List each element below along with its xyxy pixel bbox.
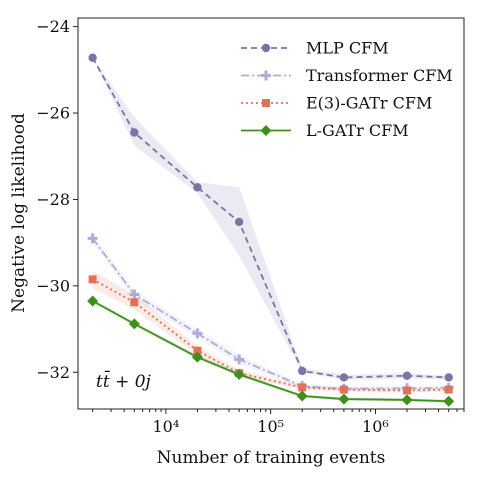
x-axis-title: Number of training events: [157, 448, 386, 468]
y-axis-title: Negative log likelihood: [9, 113, 29, 313]
y-tick-label: −32: [36, 363, 70, 382]
l-gatr-cfm-point: [296, 390, 308, 402]
l-gatr-cfm-legend-label: L-GATr CFM: [306, 121, 409, 140]
e-3-gatr-cfm-point: [298, 383, 307, 392]
uncertainty-bands: [92, 57, 449, 403]
mlp-cfm-point: [88, 53, 97, 62]
mlp-cfm-line: [91, 57, 449, 379]
mlp-cfm-point: [339, 373, 349, 382]
e-3-gatr-cfm-point: [88, 275, 97, 284]
annotation: tt̄ + 0j: [96, 369, 152, 392]
transformer-cfm-point: [87, 233, 98, 244]
legend: MLP CFM Transformer CFM E(3)-GATr CFM L-GAT…: [241, 39, 453, 140]
mlp-cfm-point: [298, 366, 307, 376]
l-gatr-cfm-point: [338, 393, 350, 405]
e-3-gatr-cfm-point: [444, 385, 453, 394]
x-tick-label: 10⁶: [362, 417, 389, 436]
l-gatr-cfm-line: [92, 300, 449, 403]
y-tick-label: −28: [36, 190, 70, 209]
mlp-cfm-point: [193, 183, 202, 192]
e-3-gatr-cfm-point: [339, 385, 348, 394]
x-tick-label: 10⁴: [152, 417, 179, 436]
y-tick-label: −24: [36, 17, 70, 36]
transformer-cfm-band: [92, 234, 449, 391]
series-markers: [87, 53, 455, 407]
l-gatr-cfm-legend-marker: [260, 125, 272, 136]
mlp-cfm-legend-marker: [261, 43, 271, 53]
transformer-cfm-legend-label: Transformer CFM: [306, 66, 453, 85]
transformer-cfm-line: [91, 237, 449, 390]
mlp-cfm-point: [444, 373, 453, 382]
transformer-cfm-legend-marker: [261, 70, 271, 81]
mlp-cfm-point: [234, 217, 244, 227]
l-gatr-cfm-point: [233, 368, 245, 380]
transformer-cfm-point: [192, 328, 203, 339]
series-lines: [91, 57, 449, 403]
mlp-cfm-point: [402, 371, 412, 380]
e-3-gatr-cfm-legend-label: E(3)-GATr CFM: [306, 94, 432, 113]
y-tick-label: −30: [36, 276, 70, 295]
e-3-gatr-cfm-legend-marker: [262, 99, 270, 107]
e-3-gatr-cfm-point: [130, 298, 139, 307]
mlp-cfm-legend-label: MLP CFM: [306, 39, 389, 58]
transformer-cfm-point: [129, 289, 140, 300]
y-axis-ticks: −24 −26 −28 −30 −32: [36, 17, 78, 382]
l-gatr-cfm-point: [401, 394, 413, 406]
e-3-gatr-cfm-point: [193, 346, 202, 355]
e-3-gatr-cfm-point: [402, 386, 411, 395]
y-tick-label: −26: [36, 104, 70, 123]
mlp-cfm-point: [130, 128, 139, 137]
l-gatr-cfm-point: [128, 318, 140, 330]
l-gatr-cfm-point: [443, 395, 455, 407]
x-tick-label: 10⁵: [257, 417, 284, 436]
x-axis-ticks: 10⁴ 10⁵ 10⁶: [92, 409, 465, 436]
e-3-gatr-cfm-line: [92, 278, 449, 392]
l-gatr-cfm-point: [87, 295, 99, 307]
transformer-cfm-point: [234, 354, 245, 365]
l-gatr-cfm-point: [191, 351, 203, 363]
